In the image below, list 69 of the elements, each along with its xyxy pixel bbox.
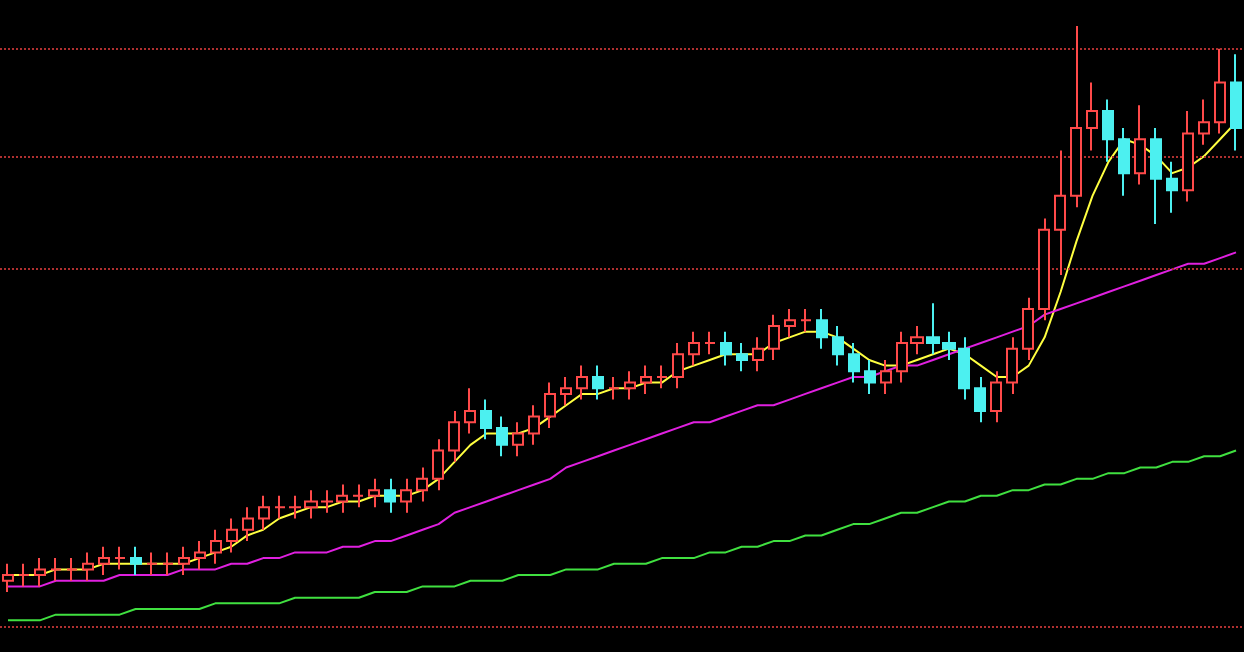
candlestick [592, 364, 604, 401]
candlestick [384, 477, 396, 514]
candlestick [880, 358, 892, 395]
candlestick [720, 330, 732, 367]
candlestick [66, 557, 78, 582]
candlestick [656, 364, 668, 390]
candlestick [1214, 47, 1226, 135]
candlestick [672, 341, 684, 390]
candlestick [800, 308, 812, 333]
candlestick [50, 557, 62, 582]
candlestick [848, 341, 860, 384]
candlestick [688, 330, 700, 367]
candlestick [226, 517, 238, 554]
candlestick [2, 562, 14, 594]
candlestick [146, 551, 158, 577]
candlestick [990, 370, 1002, 424]
candlestick [1086, 81, 1098, 152]
candlestick [114, 545, 126, 571]
candlestick [768, 313, 780, 361]
candlestick [352, 483, 364, 509]
candlestick [624, 370, 636, 401]
candlestick [1038, 217, 1050, 322]
candlestick [1070, 25, 1082, 209]
candlestick [1118, 126, 1130, 197]
candlestick [34, 557, 46, 588]
candlestick [1166, 160, 1178, 214]
candlestick [82, 551, 94, 582]
candlestick [210, 528, 222, 565]
candlestick [704, 330, 716, 356]
candlestick [1022, 296, 1034, 361]
candlestick [1198, 98, 1210, 146]
candlestick [640, 364, 652, 395]
candlestick [1230, 53, 1242, 152]
candlestick [1102, 98, 1114, 163]
candlestick [1182, 109, 1194, 203]
candlestick [752, 336, 764, 373]
candlestick [736, 341, 748, 373]
candlestick [274, 494, 286, 520]
candlestick [18, 562, 30, 588]
candlestick [178, 545, 190, 577]
candlestick [448, 409, 460, 463]
candlestick [194, 540, 206, 571]
candlestick [368, 477, 380, 509]
candlestick [1054, 149, 1066, 277]
candlestick [864, 358, 876, 395]
candlestick [496, 415, 508, 458]
candlestick [98, 545, 110, 577]
candlestick [544, 381, 556, 429]
candlestick [1150, 126, 1162, 226]
candlestick [432, 438, 444, 492]
candlestick [416, 466, 428, 503]
candlestick [1006, 336, 1018, 395]
candlestick [400, 477, 412, 514]
candlestick [464, 387, 476, 435]
candlestick [258, 494, 270, 531]
candlestick [528, 404, 540, 446]
candlestick [242, 506, 254, 543]
candlestick [576, 364, 588, 401]
candlestick [162, 551, 174, 577]
candlestick [608, 375, 620, 401]
candlestick [130, 545, 142, 577]
candlestick [512, 421, 524, 458]
candlestick [784, 308, 796, 339]
candlestick [560, 375, 572, 407]
candlestick [1134, 104, 1146, 186]
candlestick [480, 398, 492, 441]
candlestick [816, 308, 828, 350]
candlestick [974, 375, 986, 424]
candlestick [832, 325, 844, 367]
